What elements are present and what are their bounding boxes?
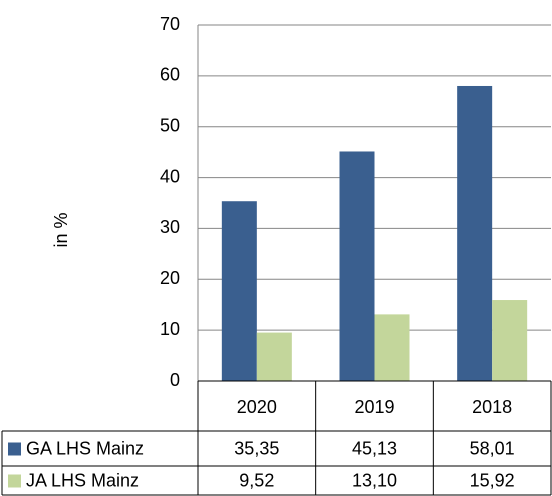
bar xyxy=(492,300,528,381)
legend-swatch xyxy=(8,442,21,456)
table-value: 58,01 xyxy=(470,438,515,458)
x-tick-label: 2020 xyxy=(237,397,277,417)
x-tick-label: 2018 xyxy=(472,397,512,417)
y-axis-label: in % xyxy=(51,212,71,247)
y-tick-label: 10 xyxy=(160,319,180,339)
y-tick-label: 20 xyxy=(160,268,180,288)
bar xyxy=(374,314,410,381)
legend-label: GA LHS Mainz xyxy=(26,438,144,458)
bar xyxy=(256,332,292,381)
legend-label: JA LHS Mainz xyxy=(26,470,139,490)
bar xyxy=(339,151,375,381)
table-value: 45,13 xyxy=(352,438,397,458)
table-value: 9,52 xyxy=(239,470,274,490)
y-tick-label: 30 xyxy=(160,217,180,237)
table-value: 13,10 xyxy=(352,470,397,490)
table-value: 35,35 xyxy=(234,438,279,458)
y-tick-label: 70 xyxy=(160,14,180,34)
y-tick-label: 60 xyxy=(160,65,180,85)
table-value: 15,92 xyxy=(470,470,515,490)
y-tick-label: 40 xyxy=(160,166,180,186)
y-tick-label: 50 xyxy=(160,115,180,135)
legend-swatch xyxy=(8,474,21,488)
bar xyxy=(221,201,257,381)
y-tick-label: 0 xyxy=(170,370,180,390)
x-tick-label: 2019 xyxy=(354,397,394,417)
bar xyxy=(457,85,493,381)
